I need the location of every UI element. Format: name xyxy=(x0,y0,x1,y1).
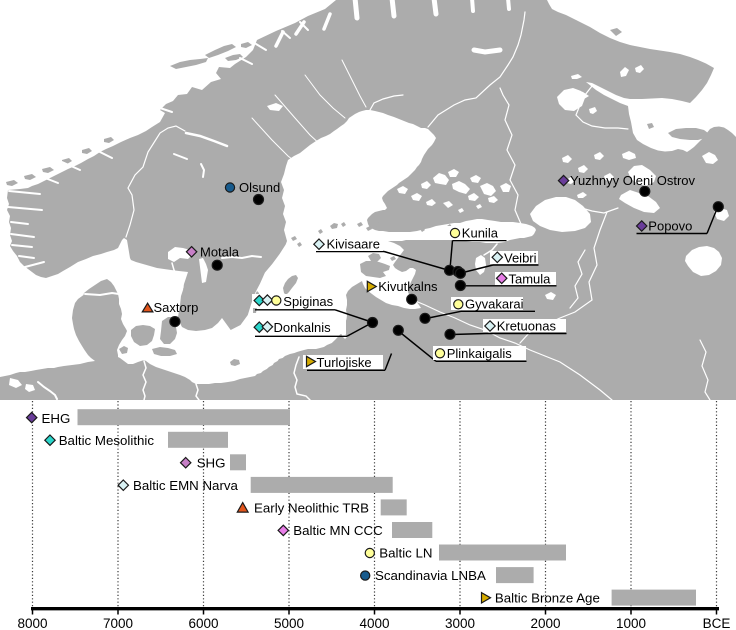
svg-text:Olsund: Olsund xyxy=(239,180,280,195)
svg-text:Scandinavia LNBA: Scandinavia LNBA xyxy=(375,568,486,583)
svg-text:Saxtorp: Saxtorp xyxy=(154,300,199,315)
svg-text:1000: 1000 xyxy=(616,616,646,630)
svg-text:Yuzhnyy Oleni Ostrov: Yuzhnyy Oleni Ostrov xyxy=(570,173,695,188)
svg-text:Tamula: Tamula xyxy=(509,271,552,286)
svg-text:Donkalnis: Donkalnis xyxy=(274,320,332,335)
svg-text:8000: 8000 xyxy=(17,616,47,630)
svg-text:Early Neolithic TRB: Early Neolithic TRB xyxy=(254,501,369,516)
svg-text:Popovo: Popovo xyxy=(648,219,692,234)
svg-text:Baltic Bronze Age: Baltic Bronze Age xyxy=(495,591,600,606)
svg-text:Veibri: Veibri xyxy=(504,250,537,265)
svg-text:Baltic LN: Baltic LN xyxy=(379,546,432,561)
svg-text:Baltic MN CCC: Baltic MN CCC xyxy=(293,523,383,538)
svg-text:3000: 3000 xyxy=(445,616,475,630)
svg-text:Kivutkalns: Kivutkalns xyxy=(378,279,438,294)
svg-text:Gyvakarai: Gyvakarai xyxy=(465,297,524,312)
svg-text:SHG: SHG xyxy=(197,455,226,470)
svg-text:Turlojiske: Turlojiske xyxy=(317,355,372,370)
svg-text:6000: 6000 xyxy=(188,616,218,630)
svg-text:7000: 7000 xyxy=(103,616,133,630)
svg-text:Motala: Motala xyxy=(200,245,240,260)
svg-text:Baltic Mesolithic: Baltic Mesolithic xyxy=(59,433,155,448)
svg-text:EHG: EHG xyxy=(42,411,71,426)
svg-text:2000: 2000 xyxy=(530,616,560,630)
svg-text:BCE: BCE xyxy=(703,616,731,630)
svg-text:Spiginas: Spiginas xyxy=(283,294,333,309)
svg-text:4000: 4000 xyxy=(359,616,389,630)
svg-text:Plinkaigalis: Plinkaigalis xyxy=(447,346,513,361)
svg-text:Kunila: Kunila xyxy=(462,226,499,241)
svg-text:Kretuonas: Kretuonas xyxy=(497,319,557,334)
svg-text:Baltic EMN Narva: Baltic EMN Narva xyxy=(133,478,239,493)
svg-text:Kivisaare: Kivisaare xyxy=(327,237,380,252)
svg-text:5000: 5000 xyxy=(274,616,304,630)
